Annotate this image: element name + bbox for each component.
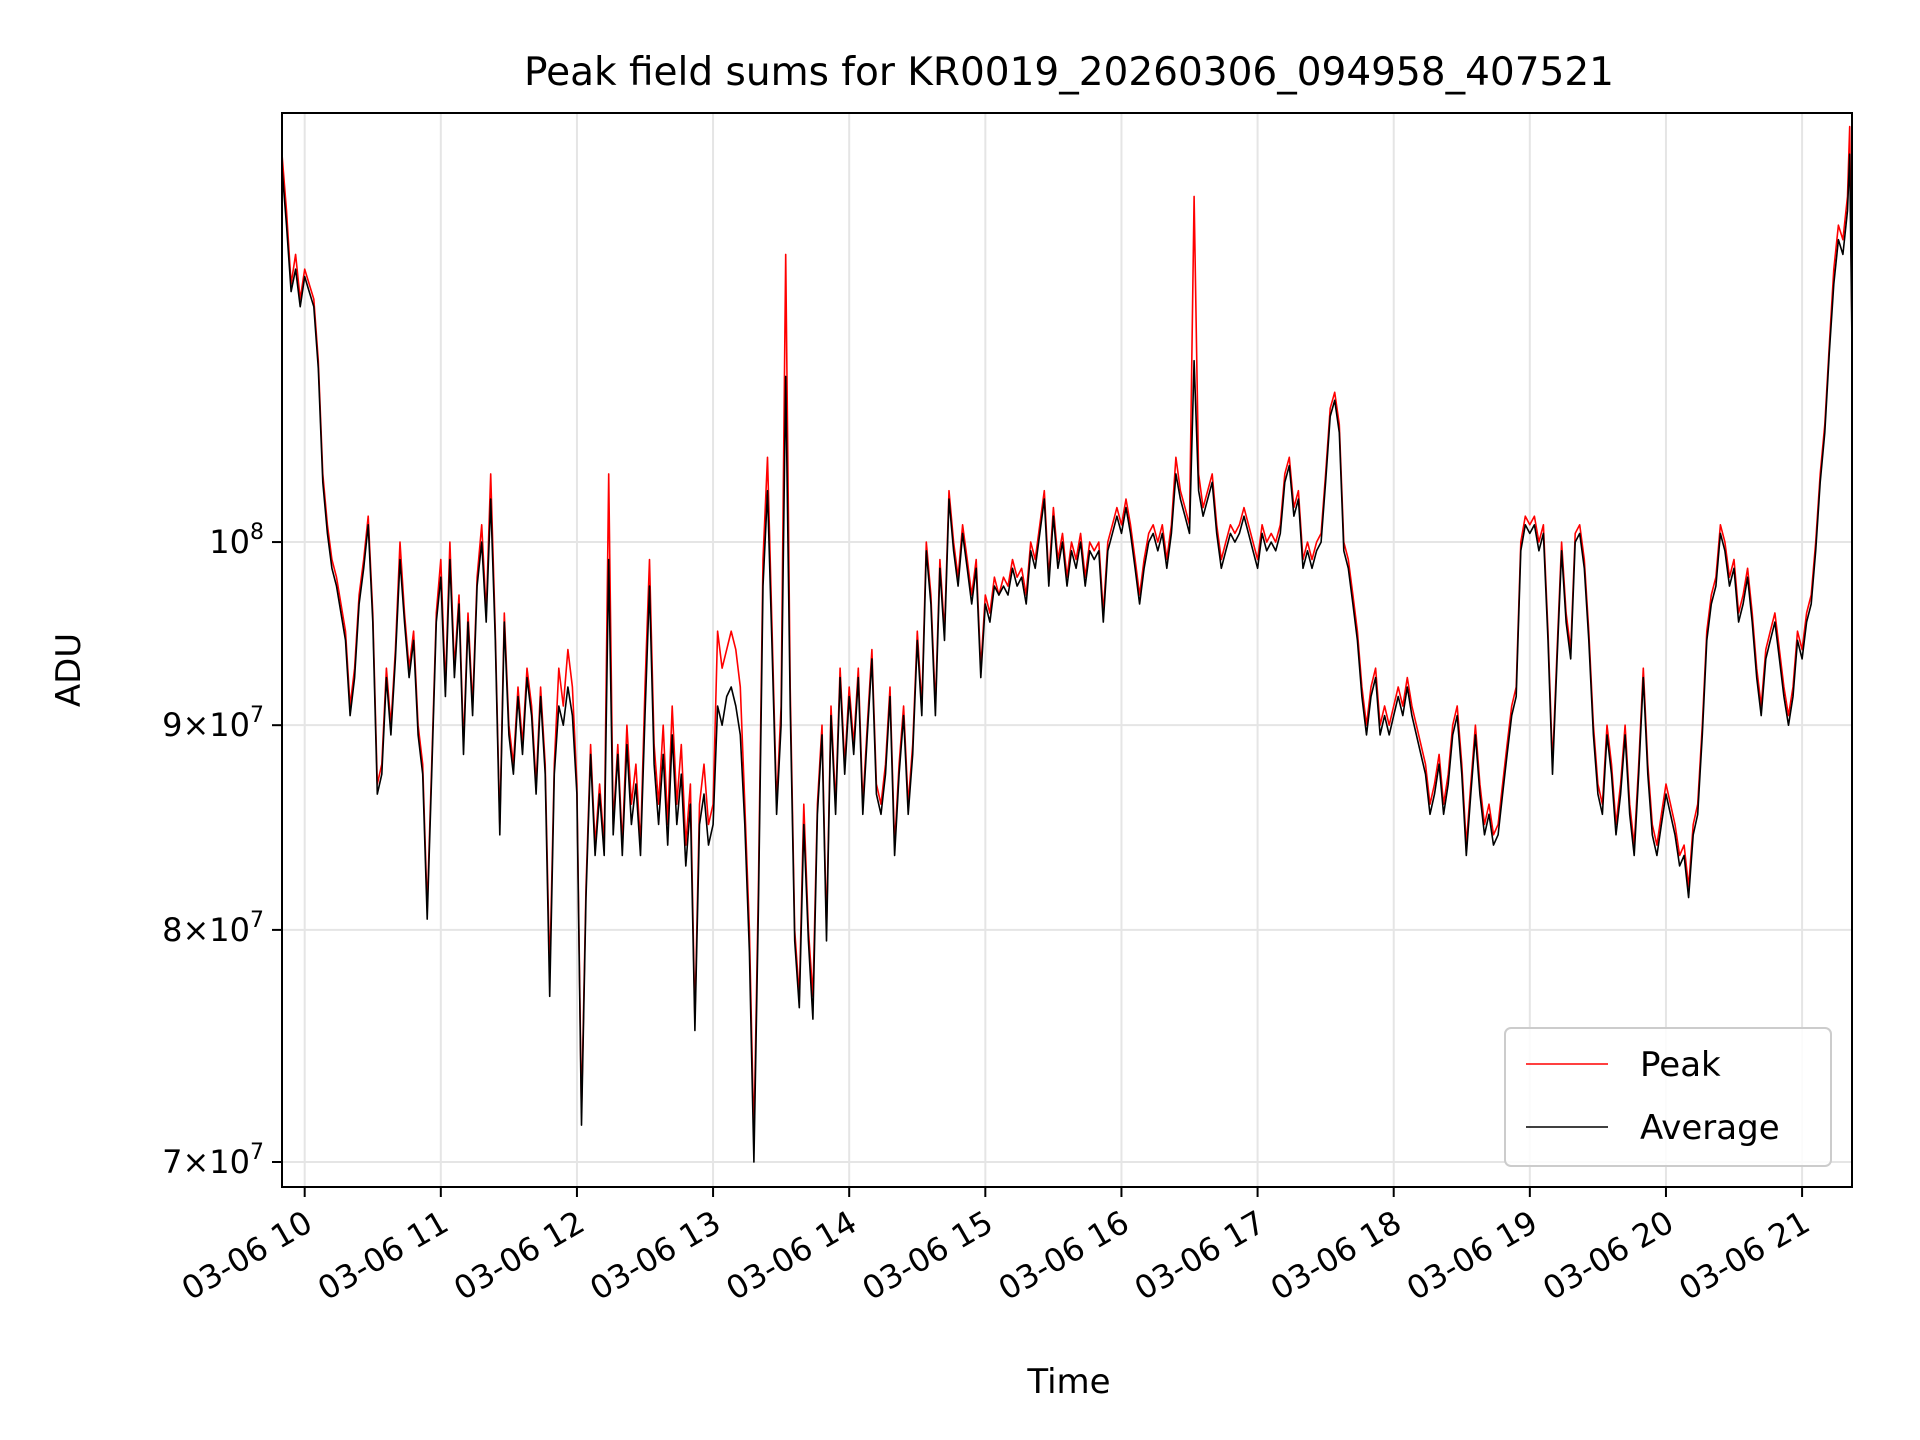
y-tick-base: 8×10 — [162, 911, 250, 949]
chart-title: Peak field sums for KR0019_20260306_0949… — [524, 50, 1614, 95]
y-axis-label: ADU — [49, 633, 89, 707]
legend: Peak Average — [1504, 1027, 1832, 1167]
y-tick-base: 7×10 — [162, 1143, 250, 1181]
y-tick-exponent: 8 — [250, 520, 264, 545]
series-line-average — [282, 153, 1852, 1163]
y-tick-label: 8×107 — [162, 908, 264, 949]
x-axis-label: Time — [1026, 1362, 1110, 1402]
y-tick-base: 9×10 — [162, 706, 250, 744]
y-tick-label: 7×107 — [162, 1140, 264, 1181]
legend-label-peak: Peak — [1640, 1045, 1721, 1085]
plot-area — [282, 113, 1852, 1187]
grid-lines — [282, 113, 1852, 1187]
y-tick-label: 108 — [209, 520, 264, 561]
y-tick-base: 10 — [209, 523, 250, 561]
y-tick-label: 9×107 — [162, 703, 264, 744]
series-layer — [282, 125, 1852, 1163]
legend-label-average: Average — [1640, 1108, 1780, 1148]
legend-box — [1504, 1027, 1832, 1167]
y-tick-exponent: 7 — [250, 1140, 264, 1165]
y-tick-exponent: 7 — [250, 703, 264, 728]
plot-frame — [281, 112, 1853, 1188]
y-tick-exponent: 7 — [250, 908, 264, 933]
